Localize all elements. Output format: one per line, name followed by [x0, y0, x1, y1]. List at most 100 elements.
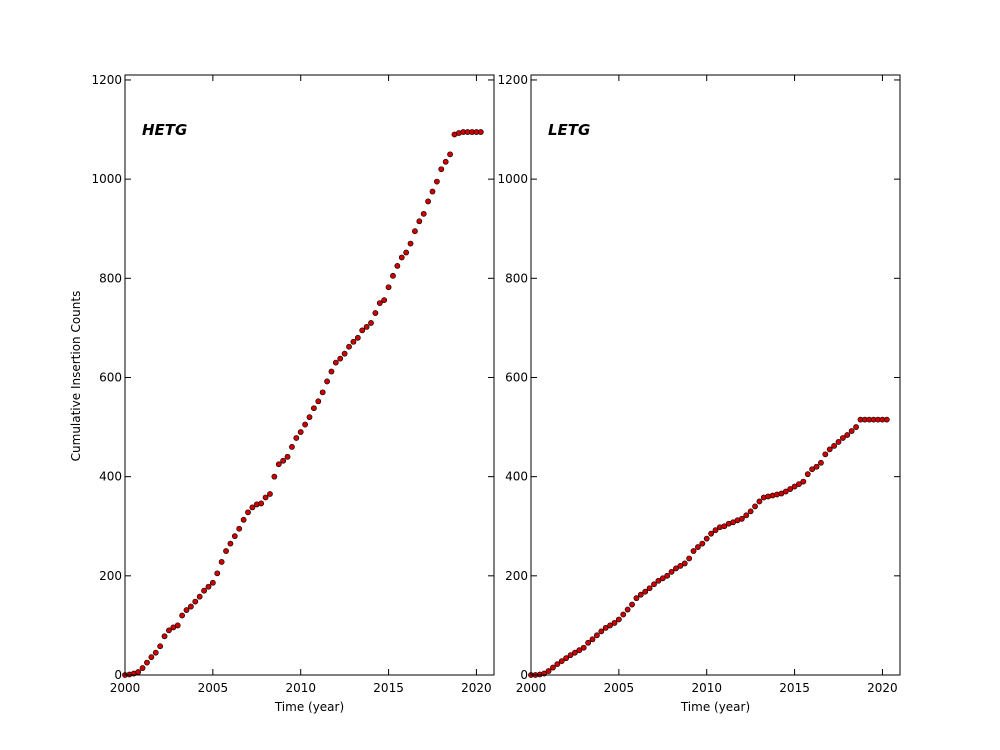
hetg-data-point: [407, 240, 414, 247]
letg-data-point: [747, 508, 754, 515]
letg-data-point: [703, 535, 710, 542]
hetg-data-point: [438, 166, 445, 173]
letg-plot-frame: [530, 74, 901, 676]
letg-data-point: [677, 563, 684, 569]
letg-data-point: [620, 611, 627, 618]
letg-data-point: [791, 483, 798, 490]
hetg-data-point: [205, 583, 212, 590]
letg-data-point: [708, 530, 715, 537]
letg-data-point: [883, 416, 890, 423]
letg-data-point: [550, 664, 556, 671]
hetg-data-point: [275, 461, 282, 468]
letg-data-point: [598, 628, 605, 635]
letg-data-point: [835, 439, 842, 445]
hetg-data-point: [148, 654, 155, 661]
letg-axis-ticks: 2000 2005 2010 2015 2020 0 200 400 600 800 1000 120…: [497, 73, 900, 695]
letg-data-point: [585, 639, 592, 646]
hetg-data-points: [122, 129, 484, 678]
letg-data-point: [633, 595, 640, 602]
hetg-data-point: [447, 151, 453, 158]
hetg-data-point: [368, 320, 374, 326]
letg-y-tick-label: 1200: [497, 73, 528, 87]
hetg-data-point: [363, 324, 370, 330]
letg-data-point: [563, 655, 570, 662]
letg-x-axis-label: Time (year): [680, 700, 750, 714]
hetg-data-point: [328, 368, 335, 375]
hetg-y-tick-label: 800: [99, 271, 122, 285]
hetg-x-tick-label: 2015: [373, 681, 404, 695]
letg-data-point: [611, 620, 618, 626]
letg-data-point: [637, 591, 644, 598]
letg-data-point: [826, 446, 833, 453]
hetg-plot-frame: [124, 74, 495, 676]
letg-x-tick-label: 2015: [779, 681, 810, 695]
hetg-data-point: [157, 643, 164, 650]
figure-y-axis-label: Cumulative Insertion Counts: [69, 291, 83, 462]
letg-y-tick-label: 800: [505, 271, 528, 285]
letg-data-point: [686, 555, 693, 562]
hetg-x-tick-label: 2005: [198, 681, 229, 695]
hetg-data-point: [161, 633, 168, 640]
letg-data-point: [629, 601, 635, 608]
letg-data-point: [699, 540, 706, 547]
letg-data-point: [576, 647, 583, 654]
hetg-data-point: [174, 622, 181, 629]
letg-data-point: [664, 572, 671, 579]
letg-x-tick-label: 2000: [516, 681, 547, 695]
hetg-panel-label: HETG: [142, 121, 187, 139]
hetg-y-tick-label: 1200: [91, 73, 122, 87]
hetg-y-tick-label: 200: [99, 569, 122, 583]
hetg-data-point: [403, 249, 410, 256]
hetg-y-tick-label: 600: [99, 370, 122, 384]
hetg-data-point: [284, 453, 291, 460]
letg-data-point: [607, 622, 613, 629]
letg-y-tick-label: 0: [520, 668, 528, 682]
hetg-data-point: [258, 500, 265, 507]
hetg-data-point: [236, 525, 243, 532]
letg-data-point: [602, 624, 609, 631]
letg-data-point: [673, 565, 679, 572]
letg-data-point: [615, 616, 622, 623]
hetg-data-point: [302, 421, 309, 428]
hetg-data-point: [267, 491, 273, 497]
hetg-data-point: [245, 509, 251, 516]
letg-data-point: [681, 560, 688, 567]
letg-data-point: [787, 486, 794, 492]
hetg-data-point: [390, 272, 396, 279]
letg-data-point: [659, 575, 666, 582]
letg-y-tick-label: 200: [505, 569, 528, 583]
letg-data-point: [668, 568, 675, 575]
letg-data-point: [813, 463, 820, 470]
hetg-data-point: [293, 435, 300, 441]
hetg-data-point: [289, 444, 295, 450]
letg-data-point: [848, 428, 855, 434]
hetg-data-point: [214, 570, 221, 577]
letg-data-point: [695, 544, 701, 550]
hetg-data-point: [350, 338, 357, 345]
hetg-data-point: [359, 327, 366, 334]
letg-data-point: [796, 481, 802, 487]
hetg-data-point: [376, 300, 383, 306]
hetg-data-point: [144, 659, 150, 666]
hetg-data-point: [337, 355, 344, 362]
letg-data-point: [572, 649, 578, 656]
hetg-y-tick-label: 1000: [91, 172, 122, 186]
hetg-data-point: [324, 378, 330, 385]
hetg-data-point: [187, 603, 194, 610]
hetg-data-point: [433, 178, 440, 185]
hetg-data-point: [262, 494, 269, 501]
hetg-data-point: [416, 218, 423, 225]
hetg-data-point: [354, 334, 361, 341]
letg-panel-label: LETG: [548, 121, 590, 139]
letg-data-point: [580, 644, 587, 651]
letg-data-point: [804, 471, 811, 478]
hetg-data-point: [385, 284, 392, 291]
hetg-x-tick-label: 2000: [110, 681, 141, 695]
letg-data-point: [712, 527, 719, 534]
hetg-data-point: [412, 228, 418, 235]
hetg-panel: 2000 2005 2010 2015 2020 0 200 400 600 800 1000 120…: [91, 73, 495, 714]
letg-y-tick-label: 1000: [497, 172, 528, 186]
letg-data-point: [567, 652, 574, 659]
hetg-data-point: [152, 649, 159, 656]
